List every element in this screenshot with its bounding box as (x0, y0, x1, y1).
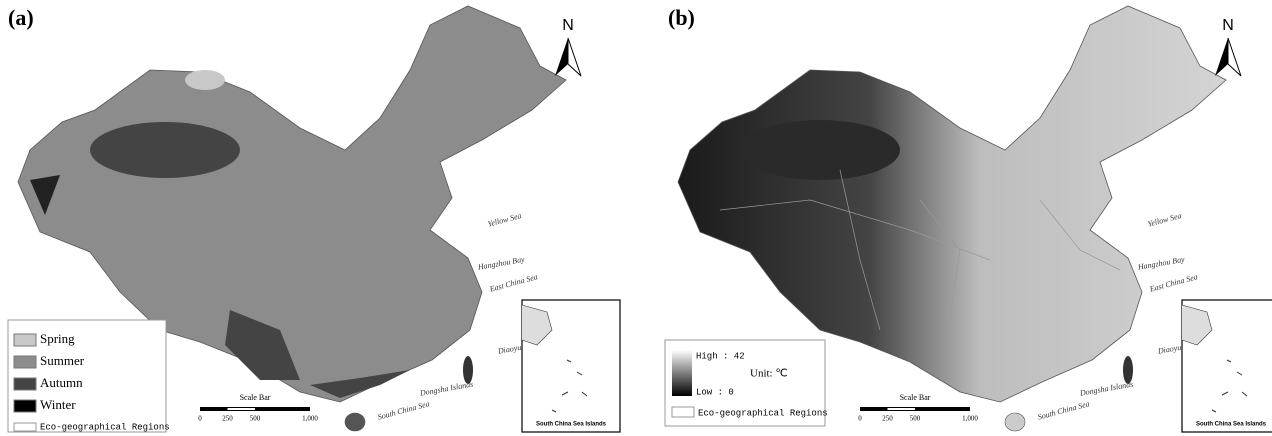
north-arrow (568, 38, 581, 76)
island (345, 413, 365, 431)
legend-swatch (14, 378, 36, 390)
place-label: South China Sea (1037, 399, 1091, 422)
scale-title: Scale Bar (900, 393, 931, 402)
legend-ramp (672, 350, 692, 396)
north-arrow (555, 38, 568, 76)
place-label: Dongsha Islands (1078, 380, 1134, 398)
region-autumn (90, 122, 240, 178)
scale-tick: 1,000 (962, 415, 978, 423)
panel-label: (b) (668, 5, 695, 30)
place-label: Yellow Sea (1147, 211, 1183, 229)
legend-low: Low : 0 (696, 387, 734, 397)
place-label: Hangzhou Bay (1136, 255, 1186, 272)
region-cold (740, 120, 900, 180)
inset-label: South China Sea Islands (536, 422, 607, 428)
north-arrow (1215, 38, 1228, 76)
legend-high: High : 42 (696, 351, 745, 361)
place-label: East China Sea (488, 272, 539, 294)
place-label: East China Sea (1148, 272, 1199, 294)
legend-label: Summer (40, 353, 85, 368)
place-label: Yellow Sea (487, 211, 523, 229)
north-label: N (1222, 17, 1234, 34)
figure: (a)NYellow SeaHangzhou BayEast China Sea… (0, 0, 1272, 436)
scale-tick: 0 (198, 415, 202, 423)
island (1005, 413, 1025, 431)
region-spring (185, 70, 225, 90)
place-label: South China Sea (377, 399, 431, 422)
legend-swatch (14, 334, 36, 346)
legend-label: Eco-geographical Regions (40, 422, 170, 432)
legend-label: Spring (40, 331, 75, 346)
legend-swatch (14, 356, 36, 368)
scale-tick: 1,000 (302, 415, 318, 423)
legend-label: Eco-geographical Regions (698, 408, 828, 418)
scale-title: Scale Bar (240, 393, 271, 402)
legend-swatch (14, 423, 36, 431)
north-arrow (1228, 38, 1241, 76)
north-label: N (562, 17, 574, 34)
scale-tick: 500 (910, 415, 921, 423)
scale-bar-seg (228, 408, 256, 410)
inset-label: South China Sea Islands (1196, 422, 1267, 428)
scale-tick: 500 (250, 415, 261, 423)
legend-unit: Unit: ℃ (750, 368, 788, 380)
scale-bar-seg (888, 408, 916, 410)
place-label: Hangzhou Bay (476, 255, 526, 272)
legend-swatch (672, 407, 694, 417)
panel-label: (a) (8, 5, 34, 30)
scale-tick: 0 (858, 415, 862, 423)
legend-label: Winter (40, 397, 76, 412)
scale-tick: 250 (882, 415, 893, 423)
legend-label: Autumn (40, 375, 83, 390)
place-label: Dongsha Islands (418, 380, 474, 398)
scale-tick: 250 (222, 415, 233, 423)
legend-swatch (14, 400, 36, 412)
